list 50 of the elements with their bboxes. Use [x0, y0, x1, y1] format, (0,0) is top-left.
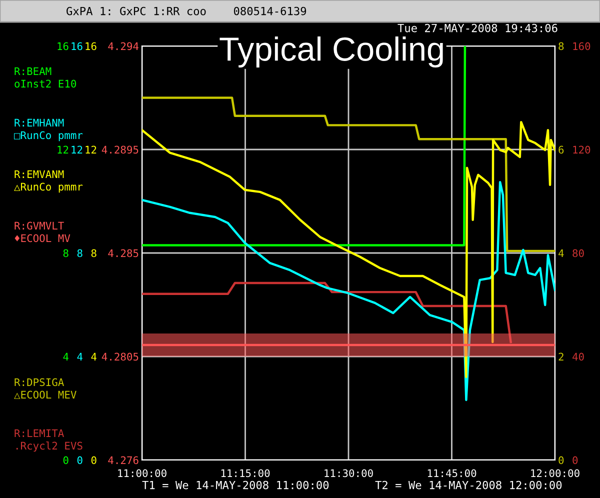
- y2-tick-label: 8: [558, 42, 564, 50]
- y-tick-label: 4.276: [108, 456, 138, 464]
- y-tick-label: 4: [63, 352, 68, 360]
- y3-tick-label: 80: [572, 249, 584, 258]
- line-series: [142, 96, 555, 252]
- y-tick-label: 16: [58, 42, 68, 50]
- y-tick-label: 4: [77, 352, 82, 360]
- y3-tick-label: 160: [573, 42, 590, 50]
- y-tick-label: 0: [63, 456, 68, 464]
- y-tick-label: 0: [91, 456, 96, 464]
- y2-tick-label: 0: [558, 456, 564, 464]
- x-tick-label: 11:15:00: [221, 469, 270, 478]
- y-tick-label: 4.2805: [102, 352, 138, 361]
- x-tick-label: 11:00:00: [118, 469, 166, 478]
- y-tick-label: 8: [63, 249, 68, 258]
- x-tick-label: 11:30:00: [324, 469, 373, 478]
- x-tick-label: 12:00:00: [531, 469, 580, 478]
- text: R:DPSIGA △ECOOL MEV: [14, 378, 76, 399]
- chart-title: Typical Cooling: [220, 36, 443, 68]
- y-tick-label: 8: [77, 249, 82, 258]
- x-tick-label: 11:45:00: [428, 469, 476, 478]
- y-tick-label: 4.285: [108, 249, 138, 258]
- y-tick-label: 4: [91, 352, 96, 360]
- y3-tick-label: 40: [572, 352, 584, 361]
- text: R:BEAM oInst2 E10: [14, 67, 76, 88]
- y-tick-label: 12: [72, 146, 82, 154]
- y-tick-label: 16: [72, 42, 82, 50]
- y-tick-label: 12: [86, 146, 96, 154]
- text: R:GVMVLT ♦ECOOL MV: [14, 222, 70, 242]
- text: R:EMVANM △RunCo pmmr: [14, 170, 83, 193]
- y2-tick-label: 4: [558, 249, 564, 257]
- y-tick-label: 4.2895: [102, 146, 138, 154]
- line-series: [142, 180, 555, 402]
- y3-tick-label: 120: [573, 146, 590, 154]
- text: Tue 27-MAY-2008 19:43:06: [398, 24, 558, 32]
- y-tick-label: 4.294: [108, 42, 139, 50]
- y-tick-label: 16: [86, 42, 96, 50]
- text: R:LEMITA .Rcycl2 EVS: [14, 429, 82, 452]
- y-tick-label: 0: [77, 456, 82, 464]
- line-series: [142, 282, 512, 344]
- text: GxPA 1: GxPC 1:RR coo 080514-6139: [66, 6, 306, 16]
- text: R:EMHANM □RunCo pmmr: [14, 118, 83, 142]
- line-series: [142, 120, 555, 378]
- text: T2 = We 14-MAY-2008 12:00:00: [375, 480, 562, 490]
- y2-tick-label: 2: [558, 352, 564, 360]
- y-tick-label: 8: [91, 249, 96, 258]
- text: T1 = We 14-MAY-2008 11:00:00: [142, 480, 329, 490]
- y3-tick-label: 0: [572, 456, 578, 464]
- y2-tick-label: 6: [558, 146, 564, 154]
- y-tick-label: 12: [58, 146, 68, 154]
